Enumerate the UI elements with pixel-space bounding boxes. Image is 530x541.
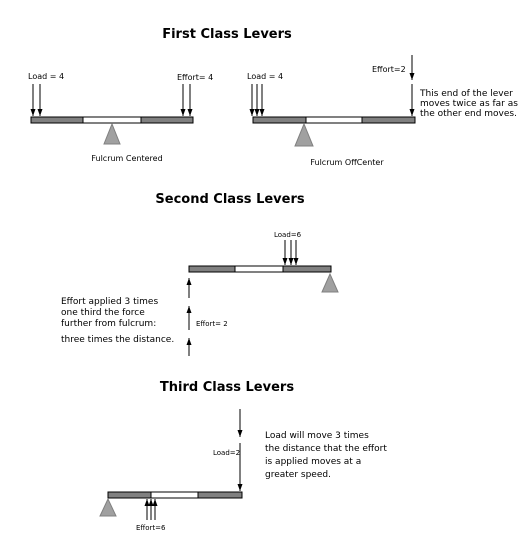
load-label: Load=2 bbox=[213, 449, 240, 457]
second-class-lever: Load=6 Effort= 2 Effort applied 3 times … bbox=[61, 231, 339, 356]
note-line: greater speed. bbox=[265, 470, 331, 480]
load-label: Load=6 bbox=[274, 231, 302, 239]
third-class-lever: Load=2 Load will move 3 times the distan… bbox=[99, 409, 387, 532]
effort-arrowhead bbox=[144, 499, 150, 506]
effort-label: Effort=2 bbox=[372, 65, 406, 74]
fulcrum bbox=[99, 497, 117, 517]
load-label: Load = 4 bbox=[247, 72, 283, 81]
note-line: This end of the lever bbox=[419, 89, 513, 99]
note-line: three times the distance. bbox=[61, 335, 174, 345]
fulcrum bbox=[103, 122, 121, 145]
effort-arrowhead bbox=[186, 338, 192, 345]
lever-beam-center bbox=[82, 116, 142, 124]
fulcrum bbox=[294, 122, 314, 147]
note-line: moves twice as far as bbox=[420, 99, 518, 109]
first-class-title: First Class Levers bbox=[162, 27, 292, 42]
third-class-title: Third Class Levers bbox=[160, 380, 294, 395]
note-line: the distance that the effort bbox=[265, 444, 387, 454]
first-class-lever-offcenter: Load = 4 Effort=2 This end of the lever … bbox=[247, 55, 518, 167]
load-arrowhead bbox=[237, 484, 243, 491]
load-arrowhead bbox=[288, 258, 294, 265]
note-line: Load will move 3 times bbox=[265, 431, 369, 441]
load-arrowhead bbox=[259, 109, 265, 116]
effort-arrowhead bbox=[186, 278, 192, 285]
second-class-title: Second Class Levers bbox=[155, 192, 304, 207]
effort-arrowhead bbox=[180, 109, 186, 116]
fulcrum-caption: Fulcrum OffCenter bbox=[310, 158, 384, 167]
lever-beam-center bbox=[234, 265, 284, 273]
lever-beam-center bbox=[150, 491, 199, 499]
effort-arrowhead bbox=[187, 109, 193, 116]
note-line: one third the force bbox=[61, 308, 145, 318]
note-line: the other end moves. bbox=[420, 109, 517, 119]
load-arrowhead bbox=[249, 109, 255, 116]
effort-label: Effort= 4 bbox=[177, 73, 213, 82]
note-line: is applied moves at a bbox=[265, 457, 361, 467]
load-arrowhead bbox=[282, 258, 288, 265]
effort-label: Effort= 2 bbox=[196, 320, 228, 328]
load-arrowhead bbox=[293, 258, 299, 265]
first-class-lever-centered: Load = 4 Effort= 4 Fulcrum Centered bbox=[28, 72, 213, 163]
load-arrowhead bbox=[254, 109, 260, 116]
note-line: Effort applied 3 times bbox=[61, 297, 158, 307]
effort-arrowhead bbox=[152, 499, 158, 506]
effort-label: Effort=6 bbox=[136, 524, 166, 532]
load-arrowhead bbox=[30, 109, 36, 116]
load-arrowhead bbox=[37, 109, 43, 116]
load-label: Load = 4 bbox=[28, 72, 64, 81]
fulcrum bbox=[321, 272, 339, 293]
effort-arrowhead bbox=[186, 306, 192, 313]
lever-beam-center bbox=[305, 116, 363, 124]
travel-arrowhead bbox=[409, 109, 415, 116]
effort-arrowhead bbox=[409, 73, 415, 80]
fulcrum-caption: Fulcrum Centered bbox=[91, 154, 162, 163]
note-line: further from fulcrum: bbox=[61, 319, 156, 329]
travel-arrowhead bbox=[237, 430, 243, 437]
effort-arrowhead bbox=[148, 499, 154, 506]
